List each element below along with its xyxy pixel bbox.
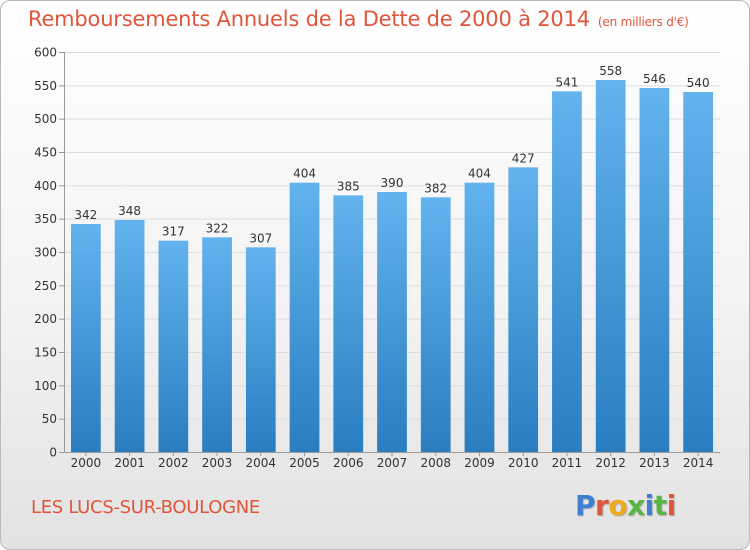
bar-value-label: 382 — [424, 181, 447, 195]
logo-letter: t — [653, 489, 667, 522]
y-tick-label: 500 — [34, 112, 57, 126]
x-tick-label: 2007 — [377, 456, 408, 470]
x-tick-label: 2012 — [595, 456, 626, 470]
bar-value-label: 404 — [468, 167, 491, 181]
chart-title-text: Remboursements Annuels de la Dette de 20… — [28, 7, 590, 31]
bar — [333, 195, 364, 453]
bar — [420, 197, 451, 452]
bar — [508, 167, 539, 453]
bar — [595, 80, 626, 452]
logo-letter: i — [666, 489, 677, 522]
bar-value-label: 342 — [74, 208, 97, 222]
location-name: LES LUCS-SUR-BOULOGNE — [31, 497, 260, 518]
logo-letter: x — [627, 489, 645, 522]
x-tick-label: 2006 — [333, 456, 364, 470]
x-tick-label: 2005 — [289, 456, 320, 470]
x-tick-label: 2004 — [246, 456, 277, 470]
y-tick-label: 350 — [34, 212, 57, 226]
bar — [639, 88, 670, 452]
x-tick-label: 2002 — [158, 456, 189, 470]
bar — [377, 192, 407, 452]
y-tick-label: 400 — [34, 179, 57, 193]
bar — [158, 240, 189, 452]
y-tick-label: 250 — [34, 279, 57, 293]
bar — [114, 220, 145, 452]
unit-note: (en milliers d'€) — [597, 15, 689, 29]
y-tick-label: 200 — [34, 312, 57, 326]
x-tick-label: 2003 — [202, 456, 233, 470]
bar — [683, 92, 714, 452]
bar-value-label: 322 — [206, 221, 229, 235]
bar — [464, 182, 495, 452]
logo-letter: r — [595, 489, 609, 522]
bar-value-label: 541 — [555, 75, 578, 89]
bar-value-label: 540 — [687, 76, 710, 90]
y-tick-label: 450 — [34, 146, 57, 160]
x-tick-label: 2010 — [508, 456, 539, 470]
bar-value-label: 348 — [118, 204, 141, 218]
y-tick-label: 150 — [34, 346, 57, 360]
logo-letter: i — [644, 489, 655, 522]
y-tick-label: 550 — [34, 79, 57, 93]
bar-value-label: 307 — [249, 231, 272, 245]
x-tick-label: 2013 — [639, 456, 670, 470]
bar-value-label: 427 — [512, 151, 535, 165]
x-tick-label: 2001 — [114, 456, 145, 470]
y-tick-label: 50 — [42, 412, 57, 426]
bar-value-label: 558 — [599, 64, 622, 78]
y-tick-label: 300 — [34, 246, 57, 260]
x-tick-label: 2000 — [71, 456, 102, 470]
bar-value-label: 404 — [293, 167, 316, 181]
chart-title: Remboursements Annuels de la Dette de 20… — [28, 7, 689, 31]
x-tick-label: 2008 — [420, 456, 451, 470]
x-tick-label: 2009 — [464, 456, 495, 470]
bar — [202, 237, 232, 452]
bar-value-label: 390 — [381, 176, 404, 190]
bar-value-label: 317 — [162, 225, 185, 239]
x-tick-label: 2014 — [683, 456, 714, 470]
bar-value-label: 546 — [643, 72, 666, 86]
bar-value-label: 385 — [337, 179, 360, 193]
logo-letter: o — [608, 489, 628, 522]
bar — [70, 224, 101, 452]
y-tick-label: 0 — [49, 446, 57, 460]
bar — [245, 247, 276, 452]
y-tick-label: 100 — [34, 379, 57, 393]
x-tick-label: 2011 — [552, 456, 583, 470]
y-tick-label: 600 — [34, 46, 57, 60]
logo-letter: P — [575, 489, 596, 522]
proxiti-logo: Proxiti — [575, 489, 676, 522]
bar — [552, 91, 582, 452]
bar — [289, 182, 320, 452]
